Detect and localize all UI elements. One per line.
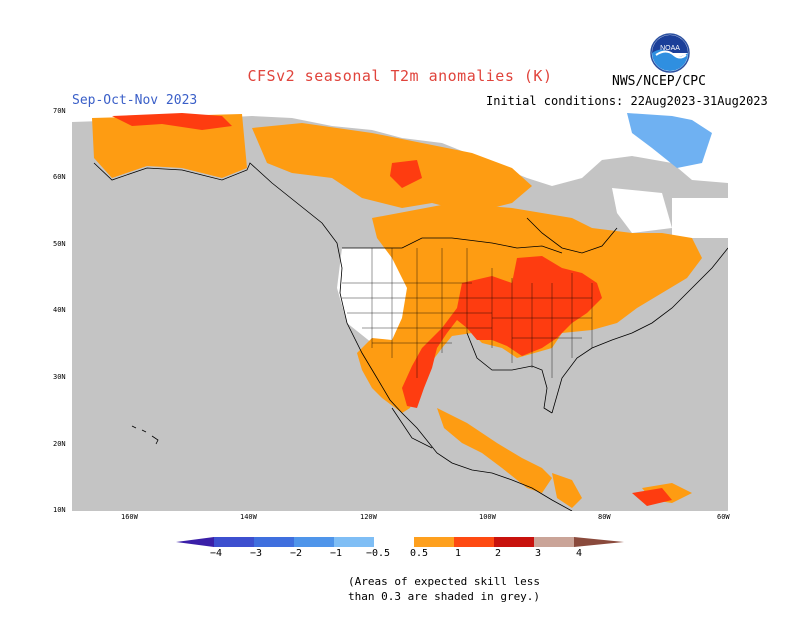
lat-label: 10N [53, 506, 66, 514]
initial-conditions-label: Initial conditions: 22Aug2023-31Aug2023 [486, 94, 768, 108]
colorbar-swatch [374, 537, 414, 547]
colorbar-swatch [214, 537, 254, 547]
hawaii-islands [131, 425, 159, 445]
footnote-line: than 0.3 are shaded in grey.) [348, 590, 541, 603]
lat-label: 70N [53, 107, 66, 115]
map-title: CFSv2 seasonal T2m anomalies (K) [247, 67, 553, 85]
season-label: Sep-Oct-Nov 2023 [72, 93, 198, 108]
lon-label: 60W [717, 513, 730, 521]
colorbar-swatch [534, 537, 574, 547]
logo-text: NOAA [660, 45, 680, 52]
lat-label: 50N [53, 240, 66, 248]
footnote-line: (Areas of expected skill less [348, 575, 541, 588]
colorbar-label: 3 [535, 548, 542, 559]
lon-label: 100W [479, 513, 496, 521]
coastlines [93, 162, 728, 511]
lon-label: 80W [598, 513, 611, 521]
anomaly-map [72, 108, 728, 511]
colorbar-swatch [494, 537, 534, 547]
lat-label: 30N [53, 373, 66, 381]
lat-label: 60N [53, 173, 66, 181]
lon-label: 160W [121, 513, 138, 521]
lat-label: 20N [53, 440, 66, 448]
colorbar-label: −1 [330, 548, 343, 559]
colorbar-label: −2 [290, 548, 303, 559]
lon-label: 120W [360, 513, 377, 521]
colorbar-label: 4 [576, 548, 583, 559]
colorbar-swatch [254, 537, 294, 547]
colorbar-swatch [334, 537, 374, 547]
colorbar-label: −3 [250, 548, 263, 559]
colorbar-swatch [414, 537, 454, 547]
colorbar-swatch [294, 537, 334, 547]
agency-label: NWS/NCEP/CPC [612, 74, 706, 89]
colorbar-label: 1 [455, 548, 462, 559]
colorbar-arrow-left [176, 537, 214, 547]
noaa-logo: NOAA [650, 33, 690, 73]
borders [342, 248, 593, 378]
colorbar-label: 2 [495, 548, 502, 559]
colorbar-arrow-right [574, 537, 624, 547]
colorbar-label: −4 [210, 548, 223, 559]
skill-footnote: (Areas of expected skill less than 0.3 a… [348, 574, 540, 604]
cold-anomaly [627, 113, 712, 168]
colorbar [176, 537, 624, 547]
colorbar-swatch [454, 537, 494, 547]
lat-label: 40N [53, 306, 66, 314]
lon-label: 140W [240, 513, 257, 521]
colorbar-label: −0.5 [366, 548, 391, 559]
colorbar-label: 0.5 [410, 548, 429, 559]
